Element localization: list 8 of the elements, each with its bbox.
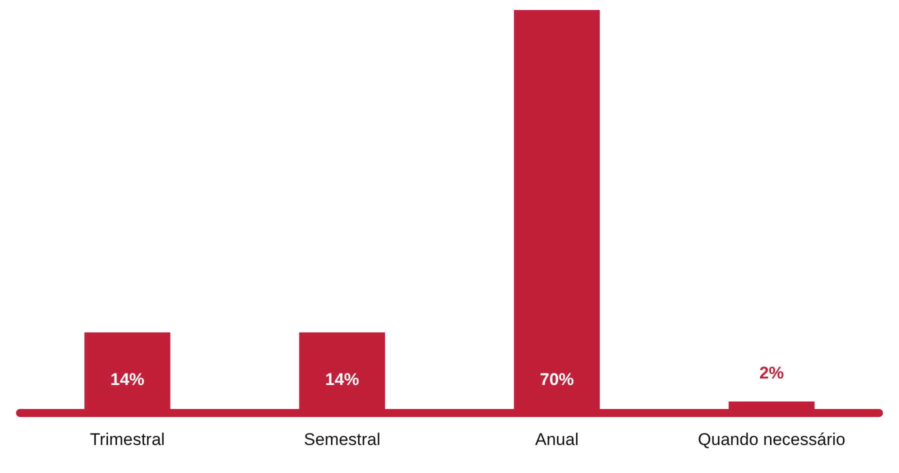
data-label: 14% <box>110 370 144 389</box>
data-label: 14% <box>325 370 360 389</box>
data-label: 2% <box>759 363 784 382</box>
data-label: 70% <box>540 370 574 389</box>
x-tick-label: Quando necessário <box>698 430 846 449</box>
x-tick-label: Anual <box>535 430 579 449</box>
x-tick-label: Semestral <box>304 430 380 449</box>
x-tick-label: Trimestral <box>90 430 165 449</box>
